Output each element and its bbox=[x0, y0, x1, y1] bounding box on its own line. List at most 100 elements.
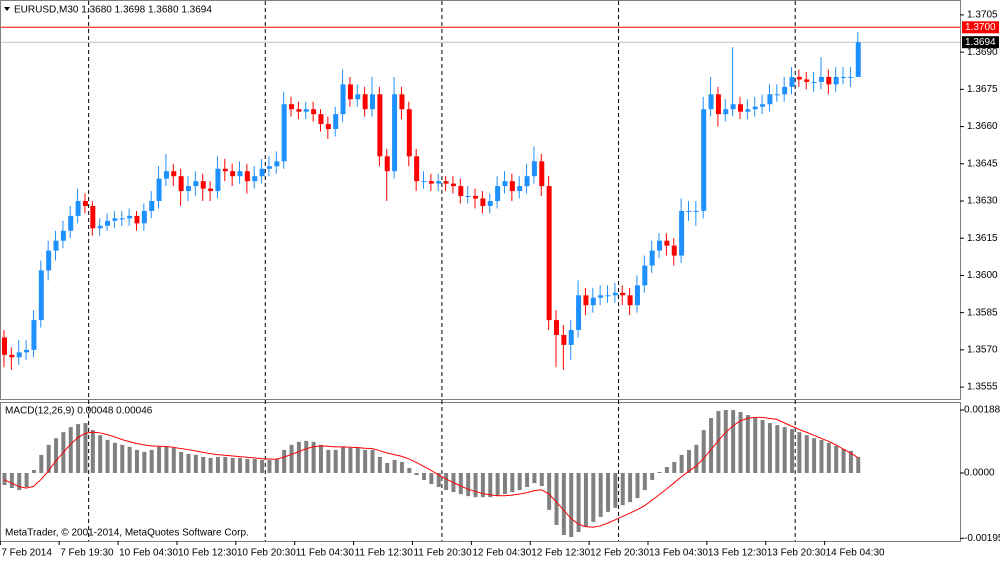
macd-bar bbox=[444, 473, 449, 491]
candle-body bbox=[561, 334, 567, 345]
candle-body bbox=[119, 218, 125, 220]
macd-bar bbox=[569, 473, 574, 537]
candle-body bbox=[244, 171, 250, 182]
x-tick-label: 13 Feb 12:30 bbox=[708, 548, 767, 559]
copyright: MetaTrader, © 2001-2014, MetaQuotes Soft… bbox=[5, 528, 249, 539]
macd-bar bbox=[223, 456, 228, 474]
candle-body bbox=[303, 109, 309, 112]
macd-bar bbox=[701, 430, 706, 474]
macd-bar bbox=[414, 473, 419, 476]
macd-bar bbox=[385, 462, 390, 474]
macd-bar bbox=[745, 415, 750, 474]
candle-body bbox=[421, 181, 427, 183]
macd-bar bbox=[767, 423, 772, 474]
macd-bar bbox=[407, 467, 412, 474]
candle-body bbox=[502, 181, 508, 187]
candle-body bbox=[531, 161, 537, 177]
candle-body bbox=[833, 76, 839, 85]
candle-body bbox=[237, 171, 243, 177]
candle-body bbox=[414, 156, 420, 182]
candle-body bbox=[826, 76, 832, 85]
candle-body bbox=[318, 114, 324, 125]
candle-body bbox=[789, 76, 795, 87]
macd-bar bbox=[723, 410, 728, 474]
candle-body bbox=[97, 225, 103, 229]
macd-bar bbox=[98, 435, 103, 474]
macd-bar bbox=[9, 473, 14, 489]
macd-bar bbox=[186, 453, 191, 474]
candle-body bbox=[715, 94, 721, 115]
level-label-box bbox=[962, 21, 999, 34]
candle-body bbox=[752, 106, 758, 110]
macd-bar bbox=[370, 449, 375, 474]
candle-body bbox=[745, 109, 751, 112]
macd-bar bbox=[694, 444, 699, 474]
macd-bar bbox=[664, 466, 669, 474]
candle-body bbox=[347, 84, 353, 100]
macd-bar bbox=[304, 440, 309, 474]
y-tick-label: 1.3570 bbox=[967, 345, 998, 356]
macd-bar bbox=[753, 418, 758, 474]
macd-bar bbox=[628, 473, 633, 503]
indicator-y-tick-label: 0.0000 bbox=[964, 468, 995, 479]
macd-bar bbox=[348, 447, 353, 474]
macd-bar bbox=[31, 469, 36, 474]
x-tick-label: 7 Feb 19:30 bbox=[60, 548, 114, 559]
x-tick-label: 7 Feb 2014 bbox=[1, 548, 52, 559]
macd-bar bbox=[252, 458, 257, 474]
macd-bar bbox=[39, 454, 44, 474]
candle-body bbox=[68, 215, 74, 231]
candle-body bbox=[208, 188, 214, 192]
candle-body bbox=[723, 109, 729, 115]
candle-body bbox=[215, 168, 221, 192]
candle-body bbox=[2, 337, 7, 355]
candle-body bbox=[127, 215, 133, 219]
macd-bar bbox=[679, 454, 684, 474]
macd-bar bbox=[436, 473, 441, 488]
y-tick-label: 1.3585 bbox=[967, 307, 998, 318]
macd-bar bbox=[775, 425, 780, 474]
macd-bar bbox=[120, 444, 125, 474]
candle-body bbox=[546, 186, 552, 321]
candle-body bbox=[230, 171, 236, 177]
macd-bar bbox=[68, 427, 73, 474]
macd-bar bbox=[127, 446, 132, 474]
macd-bar bbox=[672, 461, 677, 474]
macd-bar bbox=[488, 473, 493, 498]
candle-body bbox=[605, 295, 611, 297]
level-label: 1.3700 bbox=[965, 22, 996, 33]
candle-body bbox=[855, 42, 861, 77]
macd-bar bbox=[709, 418, 714, 474]
candle-body bbox=[767, 94, 773, 105]
macd-bar bbox=[819, 439, 824, 474]
macd-bar bbox=[642, 473, 647, 491]
macd-bar bbox=[561, 473, 566, 535]
candle-body bbox=[296, 109, 302, 112]
candle-body bbox=[848, 76, 854, 78]
macd-bar bbox=[341, 446, 346, 474]
candle-body bbox=[16, 352, 22, 358]
macd-bar bbox=[2, 473, 7, 486]
candle-body bbox=[509, 181, 515, 192]
macd-bar bbox=[245, 458, 250, 474]
macd-bar bbox=[856, 456, 861, 474]
macd-bar bbox=[296, 441, 301, 474]
macd-bar bbox=[215, 456, 220, 474]
y-tick-label: 1.3660 bbox=[967, 121, 998, 132]
candle-body bbox=[90, 205, 96, 229]
x-tick-label: 11 Feb 20:30 bbox=[413, 548, 472, 559]
y-tick-label: 1.3615 bbox=[967, 233, 998, 244]
candle-body bbox=[804, 79, 810, 82]
candle-body bbox=[686, 210, 692, 212]
candle-body bbox=[252, 176, 258, 182]
candle-body bbox=[774, 94, 780, 96]
candle-body bbox=[384, 156, 390, 172]
candle-body bbox=[355, 94, 361, 100]
candle-body bbox=[289, 104, 295, 110]
macd-bar bbox=[517, 473, 522, 491]
candle-body bbox=[495, 186, 501, 201]
macd-bar bbox=[606, 473, 611, 512]
candle-body bbox=[46, 250, 52, 271]
macd-bar bbox=[142, 451, 147, 474]
candle-body bbox=[458, 186, 464, 197]
